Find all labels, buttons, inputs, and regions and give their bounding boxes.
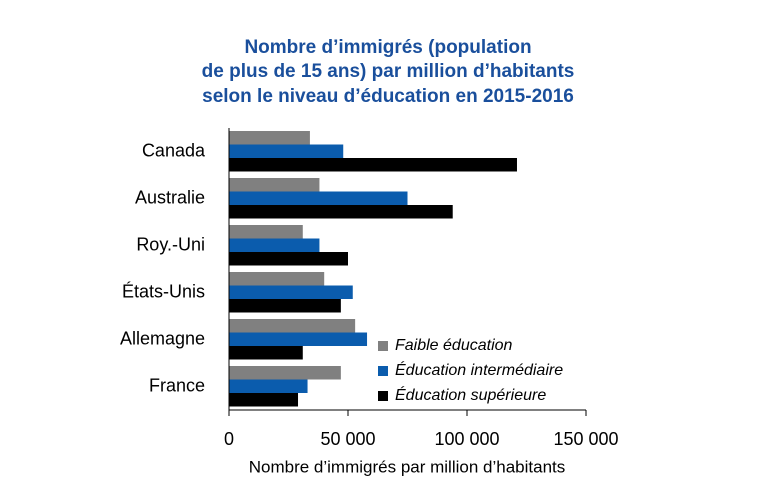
bar (229, 158, 517, 172)
legend-label: Faible éducation (395, 337, 513, 354)
bar (229, 272, 325, 286)
chart-title: Nombre d’immigrés (population (244, 37, 531, 58)
y-tick-label: États-Unis (122, 281, 205, 301)
y-tick-label: Canada (142, 140, 206, 160)
x-tick-label: 50 000 (320, 429, 375, 449)
bar (229, 366, 341, 380)
bar (229, 205, 453, 219)
bar (229, 238, 320, 252)
x-axis-title: Nombre d’immigrés par million d’habitant… (249, 457, 566, 476)
bar (229, 393, 299, 407)
legend-label: Éducation intermédiaire (395, 360, 563, 379)
legend-swatch (378, 391, 388, 401)
bar (229, 319, 356, 333)
x-tick-label: 0 (224, 429, 234, 449)
bar (229, 332, 368, 346)
y-tick-label: France (149, 375, 205, 395)
y-tick-label: Roy.-Uni (136, 234, 205, 254)
bar (229, 285, 353, 299)
bar (229, 131, 310, 145)
bar (229, 144, 344, 158)
legend-label: Éducation supérieure (395, 385, 546, 404)
chart-title: de plus de 15 ans) par million d’habitan… (202, 61, 575, 82)
bar (229, 225, 303, 239)
chart-title: selon le niveau d’éducation en 2015-2016 (202, 86, 574, 107)
legend-swatch (378, 366, 388, 376)
y-tick-label: Australie (135, 187, 205, 207)
x-tick-label: 150 000 (553, 429, 618, 449)
bar (229, 379, 308, 393)
x-tick-label: 100 000 (434, 429, 499, 449)
bar (229, 252, 348, 266)
bar (229, 178, 320, 192)
bar (229, 191, 408, 205)
bar (229, 346, 303, 360)
legend-swatch (378, 341, 388, 351)
bar (229, 299, 341, 313)
y-tick-label: Allemagne (120, 328, 205, 348)
